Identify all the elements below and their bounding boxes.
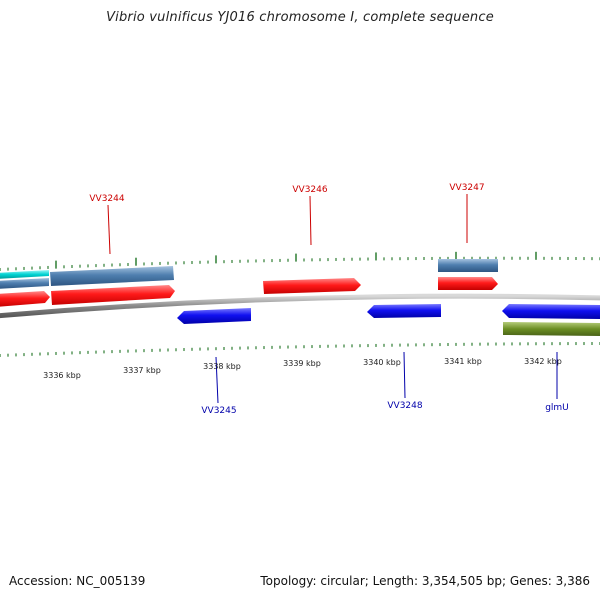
gene-steel-vv3247[interactable] bbox=[438, 259, 498, 272]
leader-vv3245 bbox=[215, 356, 219, 404]
gene-red-vv3244[interactable] bbox=[51, 285, 175, 305]
gene-vv3245[interactable] bbox=[177, 308, 251, 324]
genome-stats-text: Topology: circular; Length: 3,354,505 bp… bbox=[260, 574, 590, 588]
gene-label-vv3247[interactable]: VV3247 bbox=[449, 183, 484, 193]
leader-vv3248 bbox=[403, 351, 406, 399]
gene-cyan-left[interactable] bbox=[0, 270, 49, 279]
accession-text: Accession: NC_005139 bbox=[9, 574, 146, 588]
scale-label-3336: 3336 kbp bbox=[43, 371, 81, 380]
gene-label-vv3245[interactable]: VV3245 bbox=[201, 406, 236, 416]
gene-red-vv3246[interactable] bbox=[263, 278, 361, 294]
bottom-tick-marks bbox=[0, 342, 600, 357]
gene-vv3244-steel[interactable] bbox=[50, 266, 174, 286]
leader-vv3244 bbox=[107, 204, 111, 255]
top-tick-marks bbox=[0, 251, 600, 271]
scale-label-3339: 3339 kbp bbox=[283, 359, 321, 368]
gene-label-vv3248[interactable]: VV3248 bbox=[387, 401, 422, 411]
scale-label-3342: 3342 kbp bbox=[524, 357, 562, 366]
gene-blue-right[interactable] bbox=[502, 304, 600, 319]
gene-label-vv3244[interactable]: VV3244 bbox=[89, 194, 124, 204]
scale-label-3338: 3338 kbp bbox=[203, 362, 241, 371]
scale-label-3340: 3340 kbp bbox=[363, 358, 401, 367]
gene-steel-left[interactable] bbox=[0, 278, 49, 289]
map-title: Vibrio vulnificus YJ016 chromosome I, co… bbox=[106, 10, 494, 25]
gene-label-vv3246[interactable]: VV3246 bbox=[292, 185, 327, 195]
gene-red-left[interactable] bbox=[0, 291, 50, 307]
scale-label-3337: 3337 kbp bbox=[123, 366, 161, 375]
gene-glmu[interactable] bbox=[503, 322, 600, 336]
scale-label-3341: 3341 kbp bbox=[444, 357, 482, 366]
chromosome-backbone bbox=[0, 293, 600, 319]
leader-vv3246 bbox=[309, 195, 312, 246]
gene-red-vv3247[interactable] bbox=[438, 277, 498, 290]
gene-vv3248[interactable] bbox=[367, 304, 441, 318]
gene-label-glmu[interactable]: glmU bbox=[545, 403, 569, 413]
